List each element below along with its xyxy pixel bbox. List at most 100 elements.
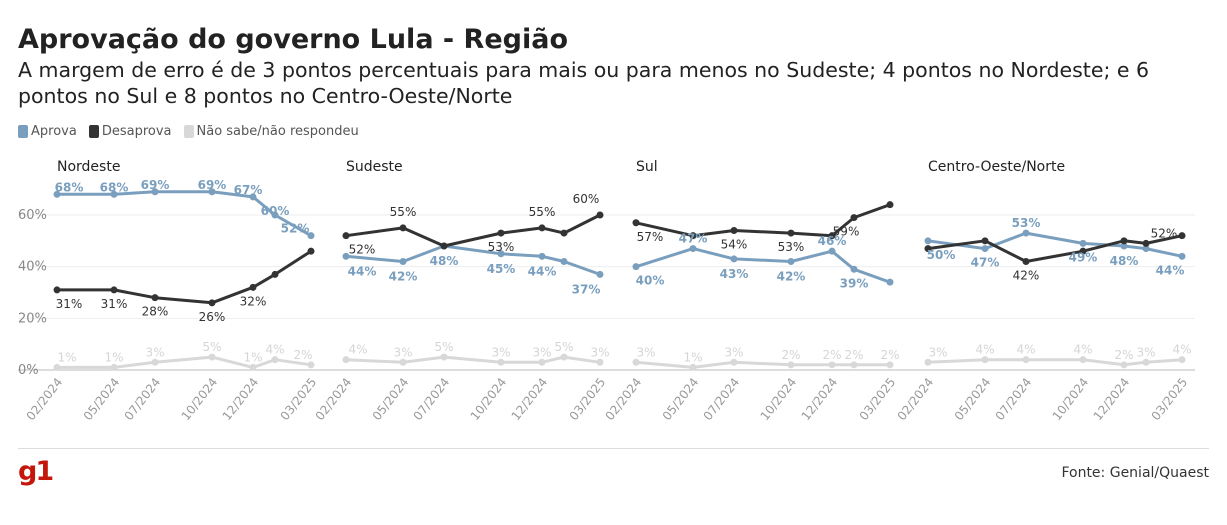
x-tick-label: 02/2024 — [603, 375, 645, 423]
data-label-nao-sabe: 2% — [880, 348, 899, 362]
data-point-desaprova — [440, 242, 448, 250]
data-point-desaprova — [271, 270, 279, 278]
data-point-nao-sabe — [787, 361, 795, 369]
data-point-nao-sabe — [399, 358, 407, 366]
data-label-nao-sabe: 4% — [1073, 343, 1092, 357]
data-point-nao-sabe — [981, 356, 989, 364]
data-point-nao-sabe — [1079, 356, 1087, 364]
data-point-aprova — [208, 188, 216, 196]
data-point-nao-sabe — [560, 353, 568, 361]
legend-item-aprova[interactable]: Aprova — [18, 124, 77, 139]
data-point-desaprova — [110, 286, 118, 294]
data-label-aprova: 69% — [198, 178, 227, 192]
x-tick-label: 03/2025 — [857, 375, 899, 423]
data-point-nao-sabe — [307, 361, 315, 369]
data-point-nao-sabe — [730, 358, 738, 366]
data-label-aprova: 48% — [1110, 254, 1139, 268]
data-point-aprova — [271, 211, 279, 219]
data-label-aprova: 47% — [679, 232, 708, 246]
data-label-nao-sabe: 3% — [1136, 345, 1155, 359]
data-label-desaprova: 55% — [529, 205, 556, 219]
chart-title: Aprovação do governo Lula - Região — [18, 24, 568, 55]
data-label-aprova: 50% — [927, 248, 956, 262]
data-point-desaprova — [850, 214, 858, 222]
legend-item-desaprova[interactable]: Desaprova — [88, 124, 172, 139]
legend-item-nao-sabe[interactable]: Não sabe/não respondeu — [183, 124, 359, 139]
data-label-nao-sabe: 1% — [683, 350, 702, 364]
data-label-aprova: 42% — [777, 270, 806, 284]
data-label-desaprova: 53% — [488, 240, 515, 254]
x-tick-label: 02/2024 — [313, 375, 355, 423]
data-point-aprova — [1120, 242, 1128, 250]
data-point-nao-sabe — [440, 353, 448, 361]
data-point-desaprova — [307, 247, 315, 255]
data-label-nao-sabe: 4% — [265, 343, 284, 357]
data-point-aprova — [730, 255, 738, 263]
data-point-desaprova — [596, 211, 604, 219]
x-tick-label: 10/2024 — [758, 375, 800, 423]
x-tick-label: 02/2024 — [24, 375, 66, 423]
x-tick-label: 03/2025 — [1149, 375, 1191, 423]
data-label-desaprova: 52% — [349, 243, 376, 257]
data-point-desaprova — [1022, 258, 1030, 265]
y-tick-label: 60% — [18, 208, 47, 223]
data-label-nao-sabe: 3% — [724, 345, 743, 359]
x-tick-label: 05/2024 — [660, 375, 702, 423]
data-label-desaprova: 53% — [778, 240, 805, 254]
data-label-nao-sabe: 1% — [243, 350, 262, 364]
data-label-desaprova: 52% — [1151, 227, 1178, 241]
data-point-desaprova — [787, 229, 795, 237]
data-label-aprova: 52% — [281, 222, 310, 236]
panel-title: Nordeste — [57, 159, 120, 175]
data-label-desaprova: 32% — [240, 294, 267, 308]
x-tick-label: 07/2024 — [993, 375, 1035, 423]
data-point-aprova — [307, 232, 315, 240]
data-point-aprova — [689, 245, 697, 253]
x-tick-label: 12/2024 — [799, 375, 841, 423]
data-point-nao-sabe — [886, 361, 894, 369]
data-label-nao-sabe: 2% — [293, 348, 312, 362]
data-label-nao-sabe: 2% — [844, 348, 863, 362]
data-point-nao-sabe — [596, 358, 604, 366]
data-label-aprova: 49% — [1069, 250, 1098, 264]
data-point-aprova — [110, 190, 118, 198]
data-point-nao-sabe — [828, 361, 836, 369]
data-label-nao-sabe: 4% — [1016, 343, 1035, 357]
legend: Aprova Desaprova Não sabe/não respondeu — [18, 124, 359, 139]
data-label-desaprova: 28% — [142, 305, 169, 319]
data-label-nao-sabe: 3% — [928, 345, 947, 359]
data-label-desaprova: 59% — [833, 225, 860, 239]
data-label-nao-sabe: 4% — [348, 343, 367, 357]
data-label-desaprova: 26% — [199, 310, 226, 324]
data-point-nao-sabe — [1120, 361, 1128, 369]
data-label-aprova: 39% — [840, 276, 869, 290]
data-label-nao-sabe: 5% — [202, 340, 221, 354]
data-label-nao-sabe: 3% — [393, 345, 412, 359]
data-label-aprova: 48% — [430, 254, 459, 268]
data-label-aprova: 40% — [636, 274, 665, 288]
footer-divider — [18, 448, 1209, 449]
data-point-nao-sabe — [1142, 358, 1150, 366]
data-point-desaprova — [689, 232, 697, 240]
x-tick-label: 12/2024 — [220, 375, 262, 423]
data-label-desaprova: 31% — [56, 297, 83, 311]
data-label-desaprova: 54% — [721, 238, 748, 252]
legend-label-aprova: Aprova — [31, 124, 77, 139]
data-point-desaprova — [399, 224, 407, 232]
data-label-nao-sabe: 5% — [434, 340, 453, 354]
g1-logo: g1 — [18, 456, 54, 487]
y-tick-label: 20% — [18, 311, 47, 326]
data-point-nao-sabe — [497, 358, 505, 366]
data-label-aprova: 69% — [141, 178, 170, 192]
data-label-aprova: 68% — [100, 180, 129, 194]
data-point-desaprova — [151, 294, 159, 302]
data-point-aprova — [1022, 229, 1030, 237]
source-note: Fonte: Genial/Quaest — [1061, 465, 1209, 481]
data-point-nao-sabe — [689, 363, 697, 371]
data-point-desaprova — [1120, 237, 1128, 245]
data-point-nao-sabe — [151, 358, 159, 366]
